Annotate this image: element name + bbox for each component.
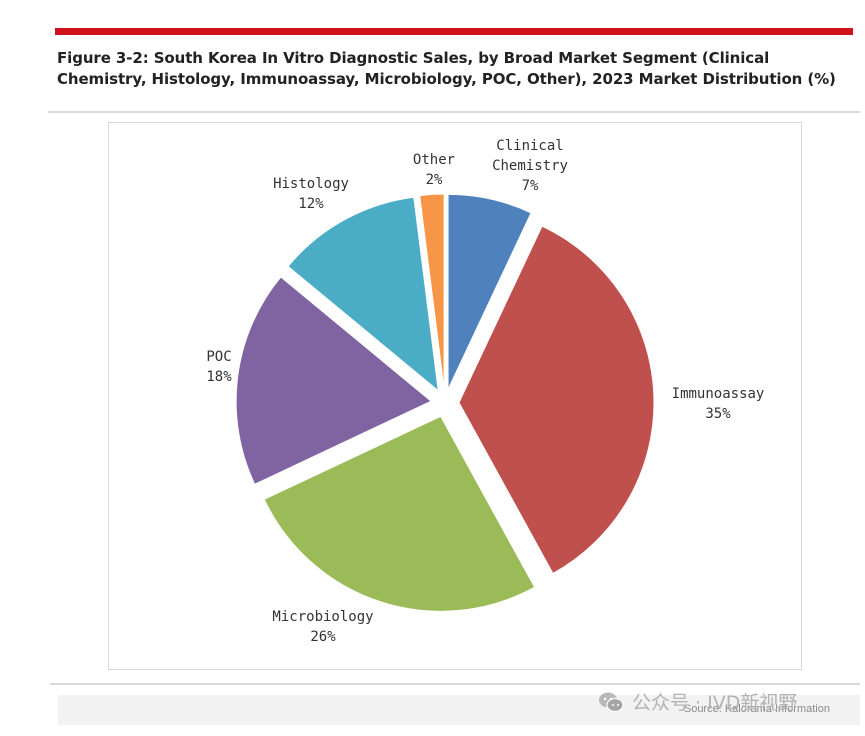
figure-title: Figure 3-2: South Korea In Vitro Diagnos… xyxy=(57,49,836,88)
pie-value-label-other: 2% xyxy=(426,172,443,188)
pie-category-label-poc: POC xyxy=(206,349,231,365)
bottom-divider xyxy=(50,683,860,685)
pie-category-label-clinical-chemistry: Clinical xyxy=(496,138,563,154)
pie-category-label-microbiology: Microbiology xyxy=(272,609,373,625)
top-divider xyxy=(48,111,860,113)
pie-value-label-histology: 12% xyxy=(298,196,324,212)
pie-slice-poc xyxy=(235,276,433,485)
pie-slice-microbiology xyxy=(263,415,536,612)
pie-category-label-immunoassay: Immunoassay xyxy=(672,386,765,402)
pie-category-label-other: Other xyxy=(413,152,455,168)
pie-value-label-clinical-chemistry: 7% xyxy=(522,178,539,194)
watermark: 公众号 · IVD新视野 xyxy=(598,688,797,715)
pie-value-label-poc: 18% xyxy=(206,369,232,385)
watermark-text: 公众号 · IVD新视野 xyxy=(632,692,798,714)
pie-slice-clinical-chemistry xyxy=(447,193,532,390)
pie-category-label-histology: Histology xyxy=(273,176,349,192)
chat-bubbles-icon xyxy=(599,692,624,712)
pie-value-label-microbiology: 26% xyxy=(310,629,336,645)
source-band: Source: Kalorama Information xyxy=(58,695,860,725)
source-text: Source: Kalorama Information xyxy=(683,703,830,715)
pie-category-label-clinical-chemistry: Chemistry xyxy=(492,158,568,174)
pie-slice-immunoassay xyxy=(458,225,655,575)
pie-slice-histology xyxy=(287,196,439,392)
pie-value-label-immunoassay: 35% xyxy=(705,406,731,422)
pie-slice-other xyxy=(419,193,445,390)
accent-bar xyxy=(55,28,853,35)
